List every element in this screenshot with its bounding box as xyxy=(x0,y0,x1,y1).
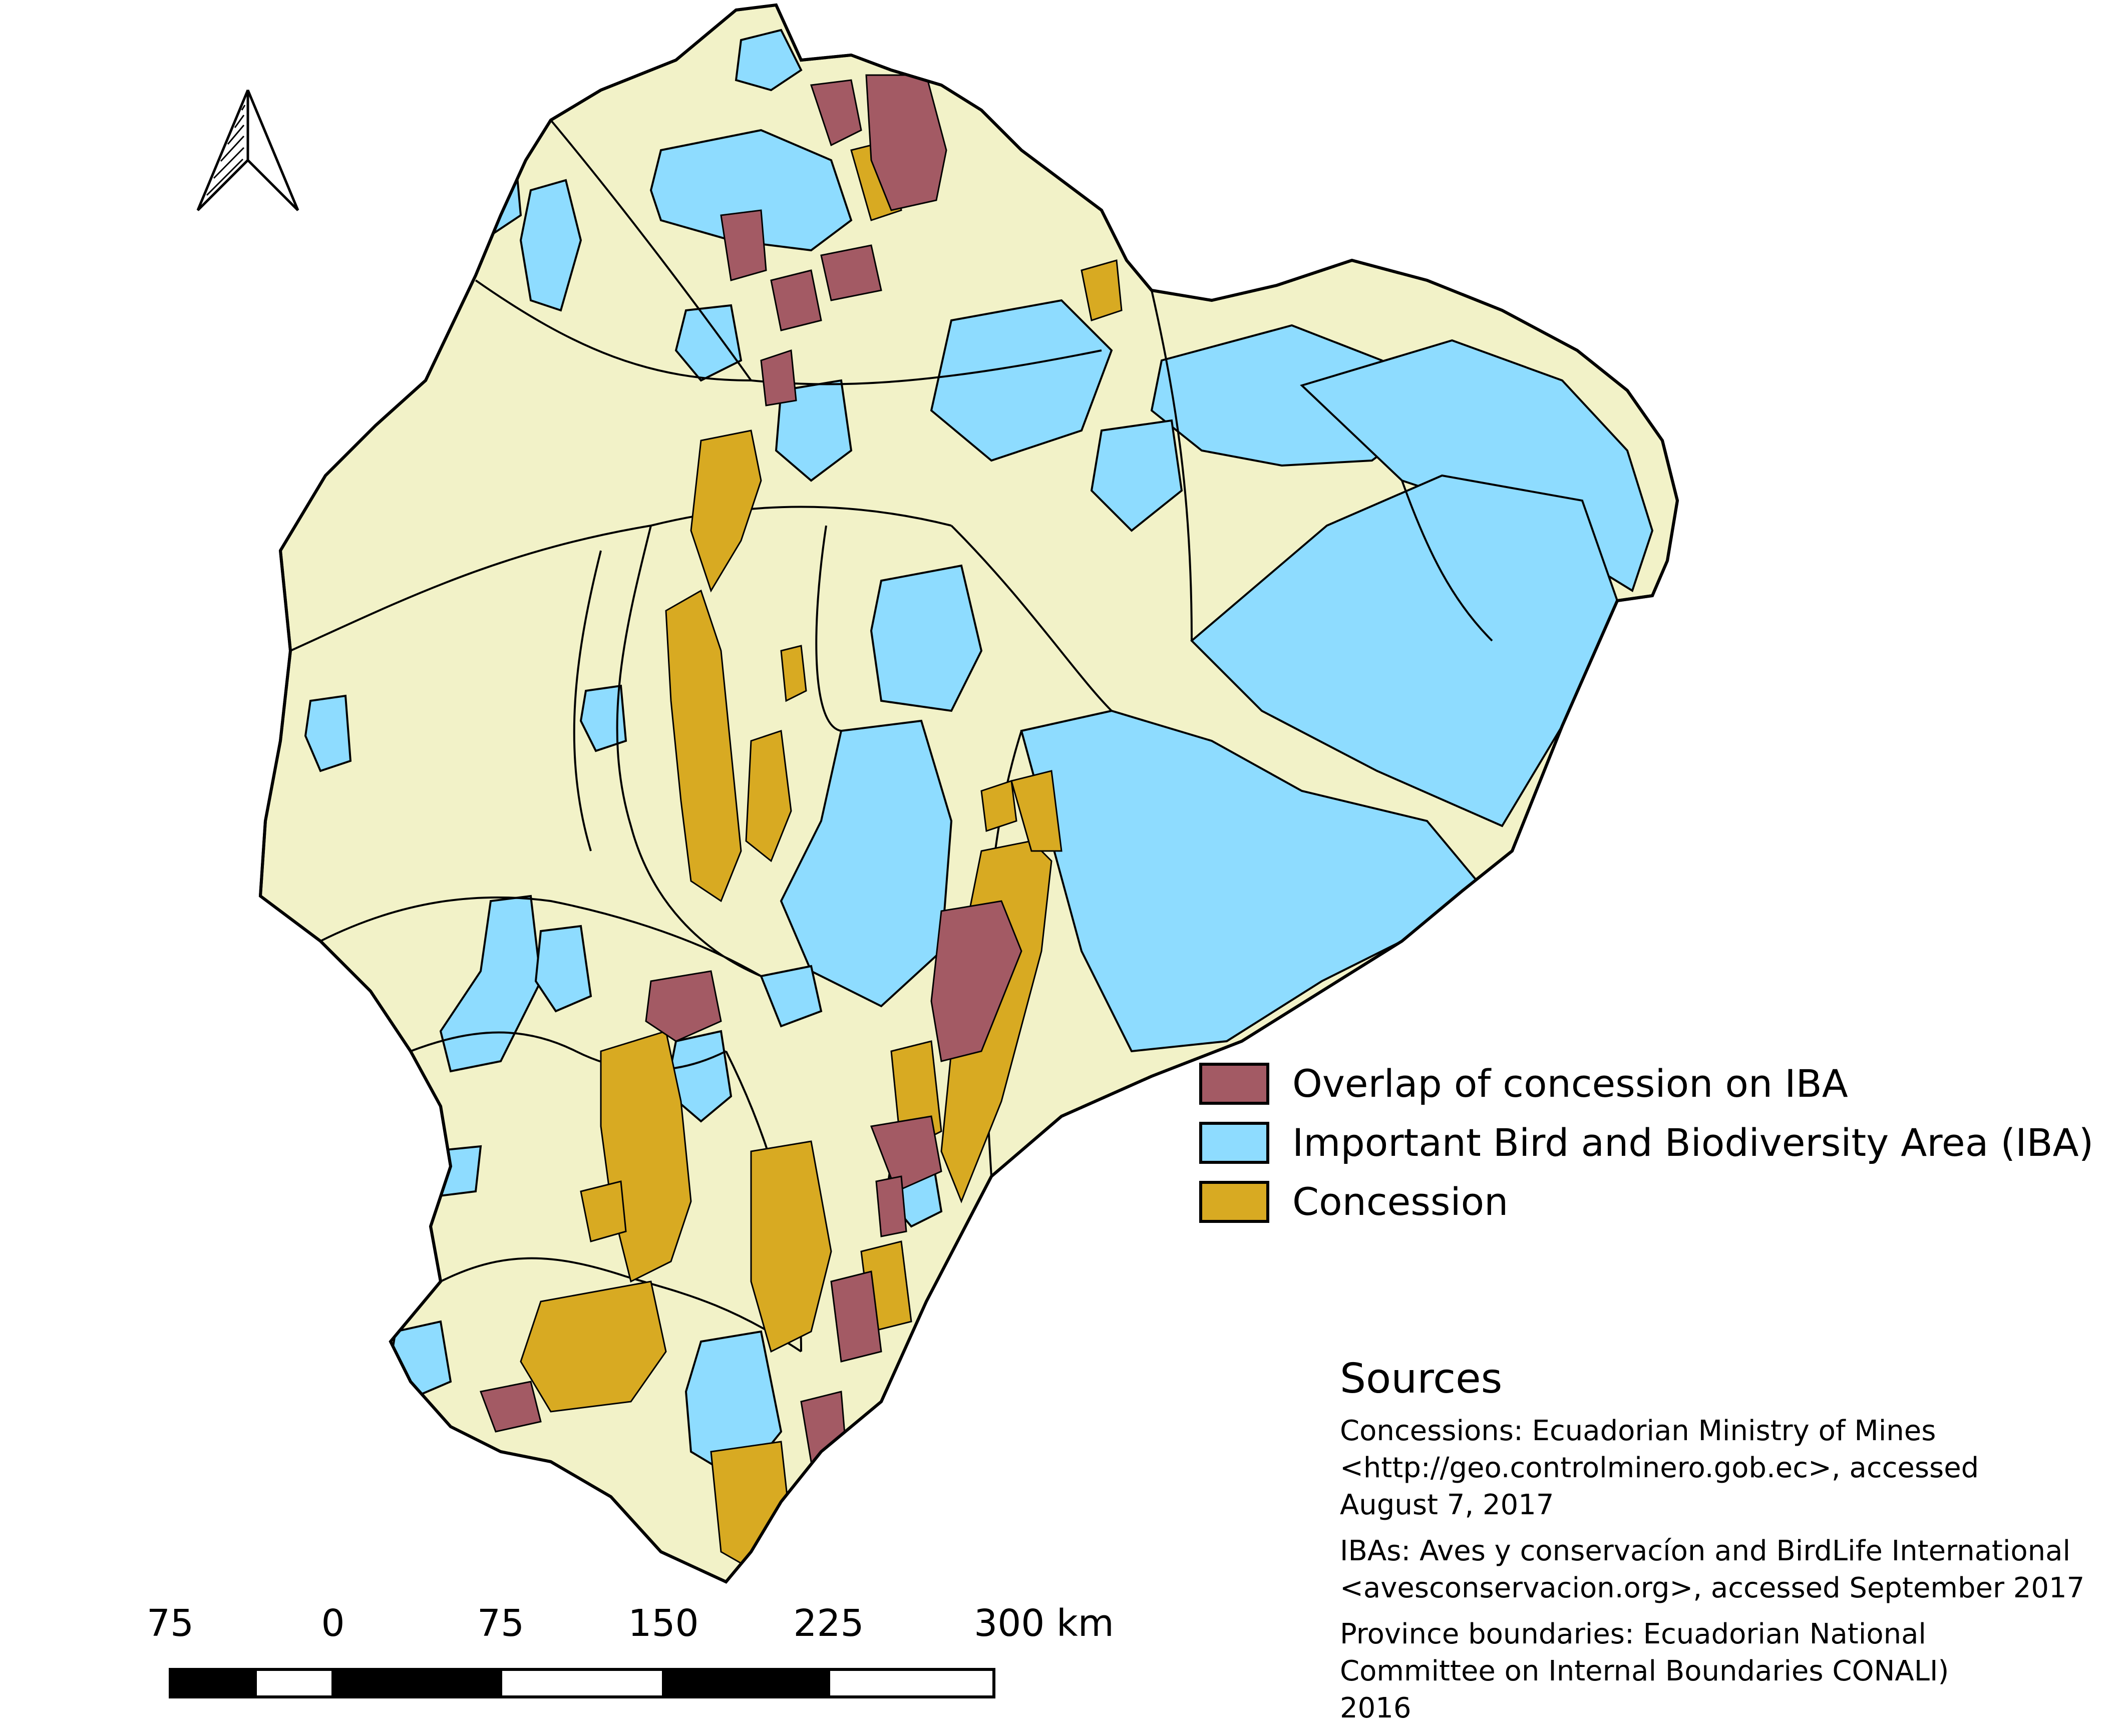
iba-area xyxy=(579,684,627,752)
scale-segment xyxy=(827,1668,995,1698)
source-provinces: Province boundaries: Ecuadorian National… xyxy=(1340,1618,1949,1724)
province-boundary xyxy=(475,279,1102,385)
scale-segment xyxy=(254,1668,334,1698)
concession xyxy=(1081,259,1123,321)
scale-bar xyxy=(169,1668,995,1698)
iba-area xyxy=(735,29,803,92)
iba-area xyxy=(439,895,542,1073)
province-boundary xyxy=(440,1257,802,1353)
overlap xyxy=(479,1381,542,1433)
sources-title: Sources xyxy=(1340,1355,1503,1403)
province-boundary xyxy=(815,525,842,732)
scale-label-2: 0 xyxy=(321,1602,345,1645)
scale-label-3: 75 xyxy=(477,1602,525,1645)
scale-segment xyxy=(169,1668,257,1698)
iba-area xyxy=(780,719,953,1008)
concession xyxy=(580,1180,627,1242)
iba-area xyxy=(930,299,1113,462)
province-boundary xyxy=(950,525,1113,712)
province-boundary xyxy=(410,1031,727,1071)
overlap xyxy=(830,1270,882,1363)
overlap xyxy=(870,1115,942,1193)
legend-label-iba: Important Bird and Biodiversity Area (IB… xyxy=(1292,1120,2094,1165)
concessions xyxy=(520,139,1123,1573)
north-arrow-icon xyxy=(196,90,299,211)
legend-swatch-iba xyxy=(1199,1122,1269,1164)
province-boundary xyxy=(616,525,762,977)
overlaps xyxy=(479,74,1022,1463)
concession xyxy=(780,645,807,702)
overlap xyxy=(930,900,1022,1062)
scale-segment xyxy=(499,1668,665,1698)
legend-swatch-overlap xyxy=(1199,1063,1269,1105)
concession xyxy=(665,589,742,903)
iba-area xyxy=(534,925,592,1013)
concession xyxy=(520,1280,667,1413)
iba-area xyxy=(429,1145,482,1198)
overlap xyxy=(875,1175,907,1237)
scale-label-6: 300 km xyxy=(974,1602,1114,1645)
province-boundary xyxy=(573,550,602,851)
scale-label-4: 150 xyxy=(628,1602,699,1645)
iba-area xyxy=(760,965,823,1028)
overlap xyxy=(760,349,797,406)
iba-area xyxy=(775,379,853,482)
legend-label-concession: Concession xyxy=(1292,1179,1509,1224)
overlap xyxy=(720,209,767,281)
concession xyxy=(750,1140,832,1353)
scale-segment xyxy=(331,1668,502,1698)
overlap xyxy=(770,269,822,331)
overlap xyxy=(645,970,722,1042)
province-boundaries xyxy=(290,119,1493,1353)
concession xyxy=(980,779,1017,832)
province-boundary xyxy=(1151,290,1193,641)
country-outline xyxy=(258,3,1679,1584)
overlap xyxy=(810,79,862,147)
iba-area xyxy=(304,694,352,772)
concession xyxy=(745,729,792,862)
iba-area xyxy=(674,304,743,382)
legend-swatch-concession xyxy=(1199,1181,1269,1223)
iba-area xyxy=(1090,419,1183,532)
province-boundary xyxy=(1401,480,1493,642)
province-boundary xyxy=(550,119,752,381)
scale-label-5: 225 xyxy=(793,1602,864,1645)
concession xyxy=(1010,770,1062,852)
concession xyxy=(690,429,762,593)
legend-label-overlap: Overlap of concession on IBA xyxy=(1292,1061,1848,1106)
source-ibas: IBAs: Aves y conservacíon and BirdLife I… xyxy=(1340,1535,2085,1604)
scale-label-1: 75 xyxy=(146,1602,194,1645)
iba-area xyxy=(519,179,582,312)
source-concessions: Concessions: Ecuadorian Ministry of Mine… xyxy=(1340,1415,1979,1521)
overlap xyxy=(820,244,882,301)
sources-panel: Sources Concessions: Ecuadorian Ministry… xyxy=(1340,1352,2121,1736)
scale-segment xyxy=(662,1668,830,1698)
province-boundary xyxy=(290,506,952,652)
iba-area xyxy=(649,129,853,252)
iba-area xyxy=(870,564,983,712)
province-boundary xyxy=(320,896,762,977)
